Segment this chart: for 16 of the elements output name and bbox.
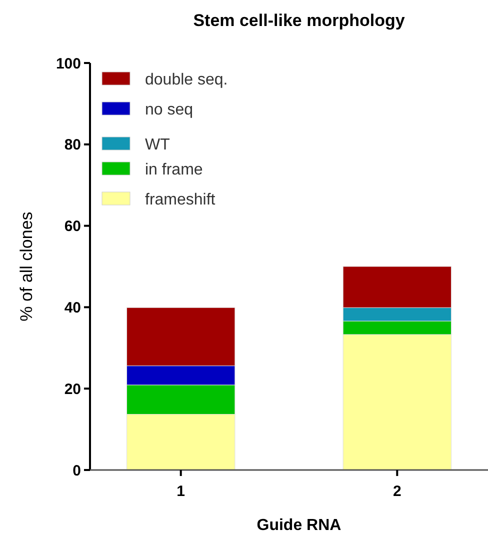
legend-label: no seq [145,102,194,119]
y-tick-label: 0 [72,462,81,480]
x-tick-label: 1 [176,483,186,500]
legend-label: WT [145,136,170,154]
y-tick-label: 20 [64,380,81,398]
x-axis-title: Guide RNA [256,517,342,534]
y-tick-label: 80 [64,136,81,154]
legend-label: double seq. [145,72,228,89]
y-axis-title: % of all clones [17,212,36,322]
legend-label: frameshift [145,192,216,209]
legend-label: in frame [145,162,203,179]
y-tick-label: 40 [64,299,81,316]
y-tick-label: 60 [64,218,81,236]
x-tick-label: 2 [392,483,402,500]
y-tick-label: 100 [56,55,81,72]
chart-title: Stem cell-like morphology [193,11,406,30]
